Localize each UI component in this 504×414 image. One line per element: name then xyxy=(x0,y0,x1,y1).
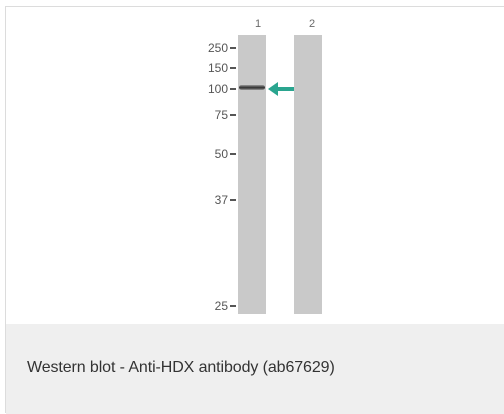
mw-marker-150: 150 xyxy=(186,61,238,75)
mw-marker-tick xyxy=(230,153,236,155)
mw-marker-label: 150 xyxy=(207,61,228,75)
arrow-left-icon xyxy=(268,82,294,96)
mw-marker-label: 50 xyxy=(214,147,228,161)
mw-marker-label: 100 xyxy=(207,82,228,96)
mw-marker-25: 25 xyxy=(186,299,238,313)
mw-marker-tick xyxy=(230,88,236,90)
mw-marker-100: 100 xyxy=(186,82,238,96)
mw-marker-37: 37 xyxy=(186,193,238,207)
mw-marker-tick xyxy=(230,199,236,201)
lane-label-1: 1 xyxy=(255,18,262,30)
image-caption: Western blot - Anti-HDX antibody (ab6762… xyxy=(27,359,335,376)
mw-marker-tick xyxy=(230,114,236,116)
protein-band xyxy=(239,85,265,90)
mw-marker-50: 50 xyxy=(186,147,238,161)
lane-label-2: 2 xyxy=(309,18,316,30)
lane-1 xyxy=(238,35,266,314)
western-blot-image[interactable]: 1 2 250 150 100 75 50 37 xyxy=(6,7,504,324)
caption-bar: Western blot - Anti-HDX antibody (ab6762… xyxy=(6,324,504,414)
mw-marker-250: 250 xyxy=(186,41,238,55)
lane-2 xyxy=(294,35,322,314)
mw-marker-label: 37 xyxy=(214,193,228,207)
image-card: 1 2 250 150 100 75 50 37 xyxy=(5,6,504,414)
mw-marker-label: 25 xyxy=(214,299,228,313)
mw-marker-tick xyxy=(230,47,236,49)
mw-marker-75: 75 xyxy=(186,108,238,122)
mw-marker-label: 75 xyxy=(214,108,228,122)
mw-marker-tick xyxy=(230,67,236,69)
mw-marker-tick xyxy=(230,305,236,307)
mw-marker-label: 250 xyxy=(207,41,228,55)
